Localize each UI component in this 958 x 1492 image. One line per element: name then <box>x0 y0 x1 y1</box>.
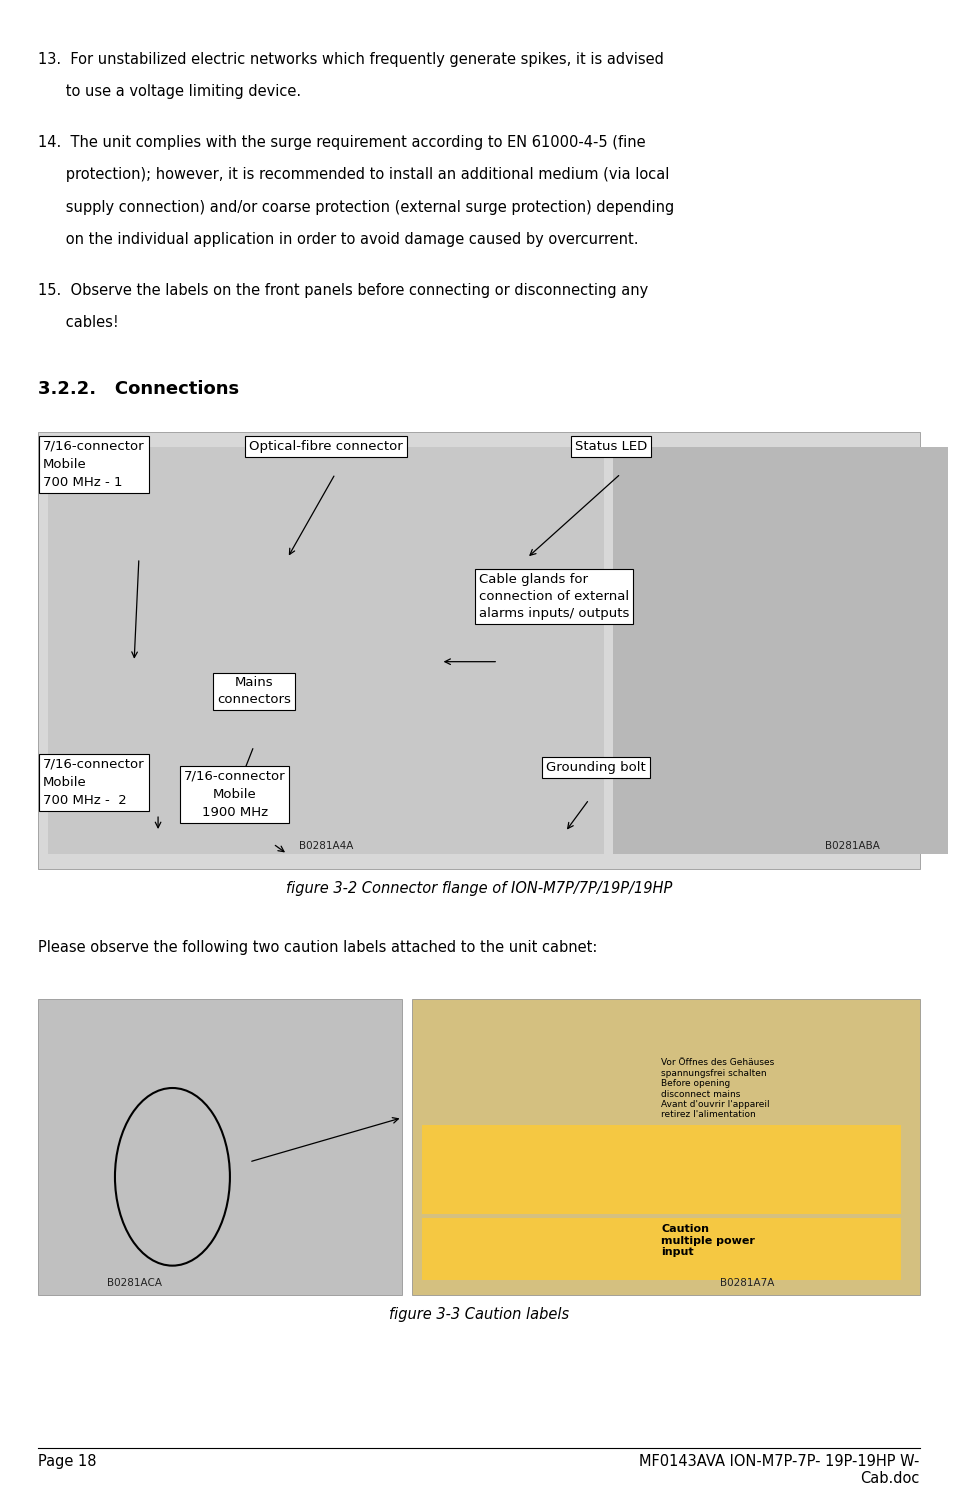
FancyBboxPatch shape <box>412 1000 920 1295</box>
Text: Page 18: Page 18 <box>38 1453 97 1468</box>
Text: 7/16-connector
Mobile
700 MHz - 1: 7/16-connector Mobile 700 MHz - 1 <box>43 440 145 489</box>
Text: 7/16-connector
Mobile
700 MHz -  2: 7/16-connector Mobile 700 MHz - 2 <box>43 758 145 807</box>
Text: Status LED: Status LED <box>575 440 647 452</box>
Text: Optical-fibre connector: Optical-fibre connector <box>249 440 402 452</box>
FancyBboxPatch shape <box>38 1000 402 1295</box>
Text: 7/16-connector
Mobile
1900 MHz: 7/16-connector Mobile 1900 MHz <box>184 770 285 819</box>
Text: 13.  For unstabilized electric networks which frequently generate spikes, it is : 13. For unstabilized electric networks w… <box>38 52 664 67</box>
FancyBboxPatch shape <box>613 448 948 853</box>
Text: B0281A4A: B0281A4A <box>299 841 353 850</box>
Text: Mains
connectors: Mains connectors <box>217 676 291 707</box>
Text: figure 3-3 Caution labels: figure 3-3 Caution labels <box>389 1307 569 1322</box>
Text: to use a voltage limiting device.: to use a voltage limiting device. <box>38 85 302 100</box>
Text: B0281ACA: B0281ACA <box>106 1277 162 1288</box>
Text: figure 3-2 Connector flange of ION-M7P/7P/19P/19HP: figure 3-2 Connector flange of ION-M7P/7… <box>285 880 673 895</box>
Text: 14.  The unit complies with the surge requirement according to EN 61000-4-5 (fin: 14. The unit complies with the surge req… <box>38 134 646 149</box>
Text: Please observe the following two caution labels attached to the unit cab​net:: Please observe the following two caution… <box>38 940 598 955</box>
Text: MF0143AVA ION-M7P-7P- 19P-19HP W-
Cab.doc: MF0143AVA ION-M7P-7P- 19P-19HP W- Cab.do… <box>639 1453 920 1486</box>
FancyBboxPatch shape <box>48 448 604 853</box>
Text: Grounding bolt: Grounding bolt <box>546 761 646 774</box>
Text: 3.2.2.   Connections: 3.2.2. Connections <box>38 380 239 398</box>
FancyBboxPatch shape <box>38 433 920 868</box>
Text: protection); however, it is recommended to install an additional medium (via loc: protection); however, it is recommended … <box>38 167 670 182</box>
Text: 15.  Observe the labels on the front panels before connecting or disconnecting a: 15. Observe the labels on the front pane… <box>38 282 649 298</box>
Text: supply connection) and/or coarse protection (external surge protection) dependin: supply connection) and/or coarse protect… <box>38 200 674 215</box>
FancyBboxPatch shape <box>422 1125 901 1214</box>
Text: B0281ABA: B0281ABA <box>825 841 880 850</box>
Text: Cable glands for
connection of external
alarms inputs/ outputs: Cable glands for connection of external … <box>479 573 629 619</box>
Text: Vor Öffnes des Gehäuses
spannungsfrei schalten
Before opening
disconnect mains
A: Vor Öffnes des Gehäuses spannungsfrei sc… <box>661 1058 774 1119</box>
FancyBboxPatch shape <box>422 1219 901 1280</box>
Text: B0281A7A: B0281A7A <box>720 1277 774 1288</box>
Text: on the individual application in order to avoid damage caused by overcurrent.: on the individual application in order t… <box>38 233 639 248</box>
Text: cables!: cables! <box>38 315 119 330</box>
Text: Caution
multiple power
input: Caution multiple power input <box>661 1225 755 1258</box>
